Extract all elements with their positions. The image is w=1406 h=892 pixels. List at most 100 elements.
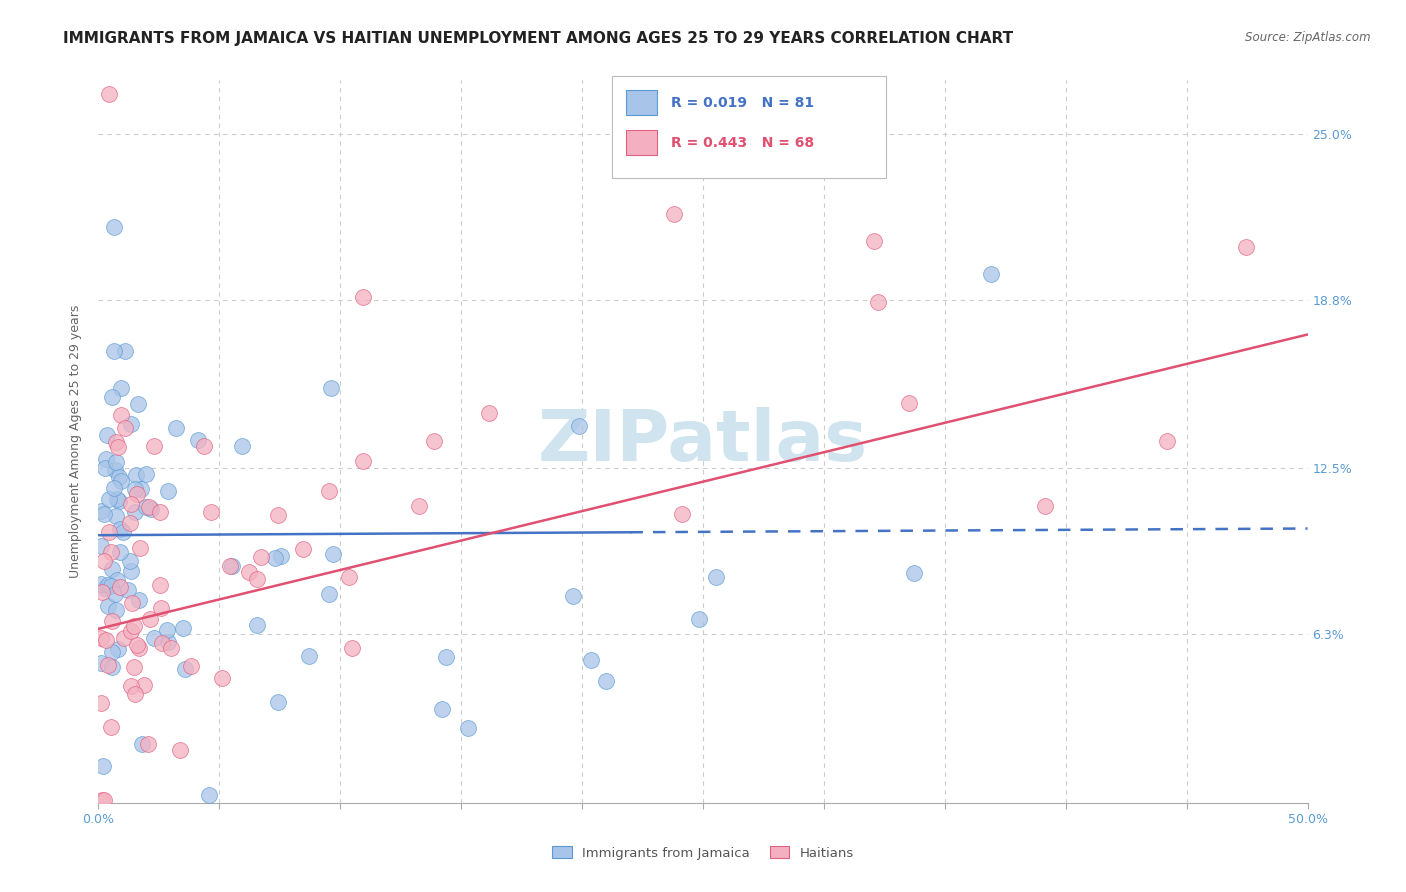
Point [136, 737, 159, 751]
Point [200, 505, 222, 519]
Point [688, 612, 710, 626]
Point [135, 467, 157, 482]
Point [121, 596, 143, 610]
Point [132, 678, 155, 692]
Point [103, 481, 125, 495]
Point [103, 344, 125, 359]
Text: R = 0.019   N = 81: R = 0.019 N = 81 [671, 95, 814, 110]
Point [267, 695, 290, 709]
Point [90, 577, 112, 591]
Point [898, 396, 921, 410]
Point [100, 545, 122, 559]
Point [98, 525, 121, 540]
Point [457, 721, 479, 735]
Point [94, 632, 117, 647]
Point [561, 589, 583, 603]
Point [110, 381, 132, 395]
Legend: Immigrants from Jamaica, Haitians: Immigrants from Jamaica, Haitians [547, 841, 859, 865]
Point [581, 653, 603, 667]
Point [107, 441, 129, 455]
Point [118, 516, 141, 530]
Text: IMMIGRANTS FROM JAMAICA VS HAITIAN UNEMPLOYMENT AMONG AGES 25 TO 29 YEARS CORREL: IMMIGRANTS FROM JAMAICA VS HAITIAN UNEMP… [63, 31, 1014, 46]
Point [318, 483, 340, 498]
Point [112, 632, 135, 646]
Point [423, 434, 446, 449]
Point [298, 648, 321, 663]
Point [124, 687, 146, 701]
Point [1156, 434, 1178, 448]
Point [90, 793, 112, 807]
Point [120, 497, 142, 511]
Point [117, 582, 139, 597]
Point [90, 540, 112, 554]
Point [100, 614, 122, 628]
Point [129, 541, 152, 555]
Point [128, 592, 150, 607]
Point [105, 455, 128, 469]
Point [862, 234, 884, 248]
Point [322, 547, 344, 561]
Point [90, 504, 112, 518]
Point [124, 482, 146, 496]
Point [671, 507, 693, 521]
Point [149, 578, 172, 592]
Point [149, 505, 172, 519]
Point [157, 484, 180, 499]
Point [292, 541, 315, 556]
Point [568, 419, 591, 434]
Point [138, 500, 160, 515]
Point [903, 566, 925, 581]
Point [340, 641, 363, 656]
Point [97, 578, 120, 592]
Point [250, 549, 273, 564]
Point [110, 474, 132, 488]
Point [90, 696, 112, 710]
Point [165, 421, 187, 435]
Point [100, 720, 122, 734]
Point [124, 619, 146, 633]
Point [120, 624, 142, 638]
Point [125, 467, 148, 482]
Point [129, 482, 152, 496]
Point [169, 743, 191, 757]
Point [430, 702, 453, 716]
Point [219, 558, 242, 573]
Point [107, 469, 129, 483]
Point [318, 587, 340, 601]
Point [97, 599, 120, 614]
Point [1234, 240, 1257, 254]
Point [267, 508, 290, 522]
Point [245, 618, 267, 632]
Point [150, 636, 173, 650]
Point [91, 759, 114, 773]
Point [101, 660, 124, 674]
Point [149, 601, 172, 615]
Point [104, 508, 127, 523]
Point [352, 290, 374, 304]
Point [94, 461, 117, 475]
Point [124, 505, 146, 519]
Point [143, 439, 166, 453]
Point [980, 267, 1002, 281]
Point [135, 500, 157, 514]
Point [159, 640, 181, 655]
Point [114, 421, 136, 435]
Point [1033, 499, 1056, 513]
Point [187, 433, 209, 447]
Point [270, 549, 292, 563]
Point [105, 573, 128, 587]
Point [120, 564, 142, 578]
Text: R = 0.443   N = 68: R = 0.443 N = 68 [671, 136, 814, 150]
Point [156, 623, 179, 637]
Point [704, 570, 727, 584]
Point [139, 612, 162, 626]
Point [408, 499, 430, 513]
Y-axis label: Unemployment Among Ages 25 to 29 years: Unemployment Among Ages 25 to 29 years [69, 305, 83, 578]
Point [118, 554, 141, 568]
Text: ZIPatlas: ZIPatlas [538, 407, 868, 476]
Point [108, 545, 131, 559]
Point [193, 439, 215, 453]
Point [246, 572, 269, 586]
Point [104, 603, 127, 617]
Point [127, 397, 149, 411]
